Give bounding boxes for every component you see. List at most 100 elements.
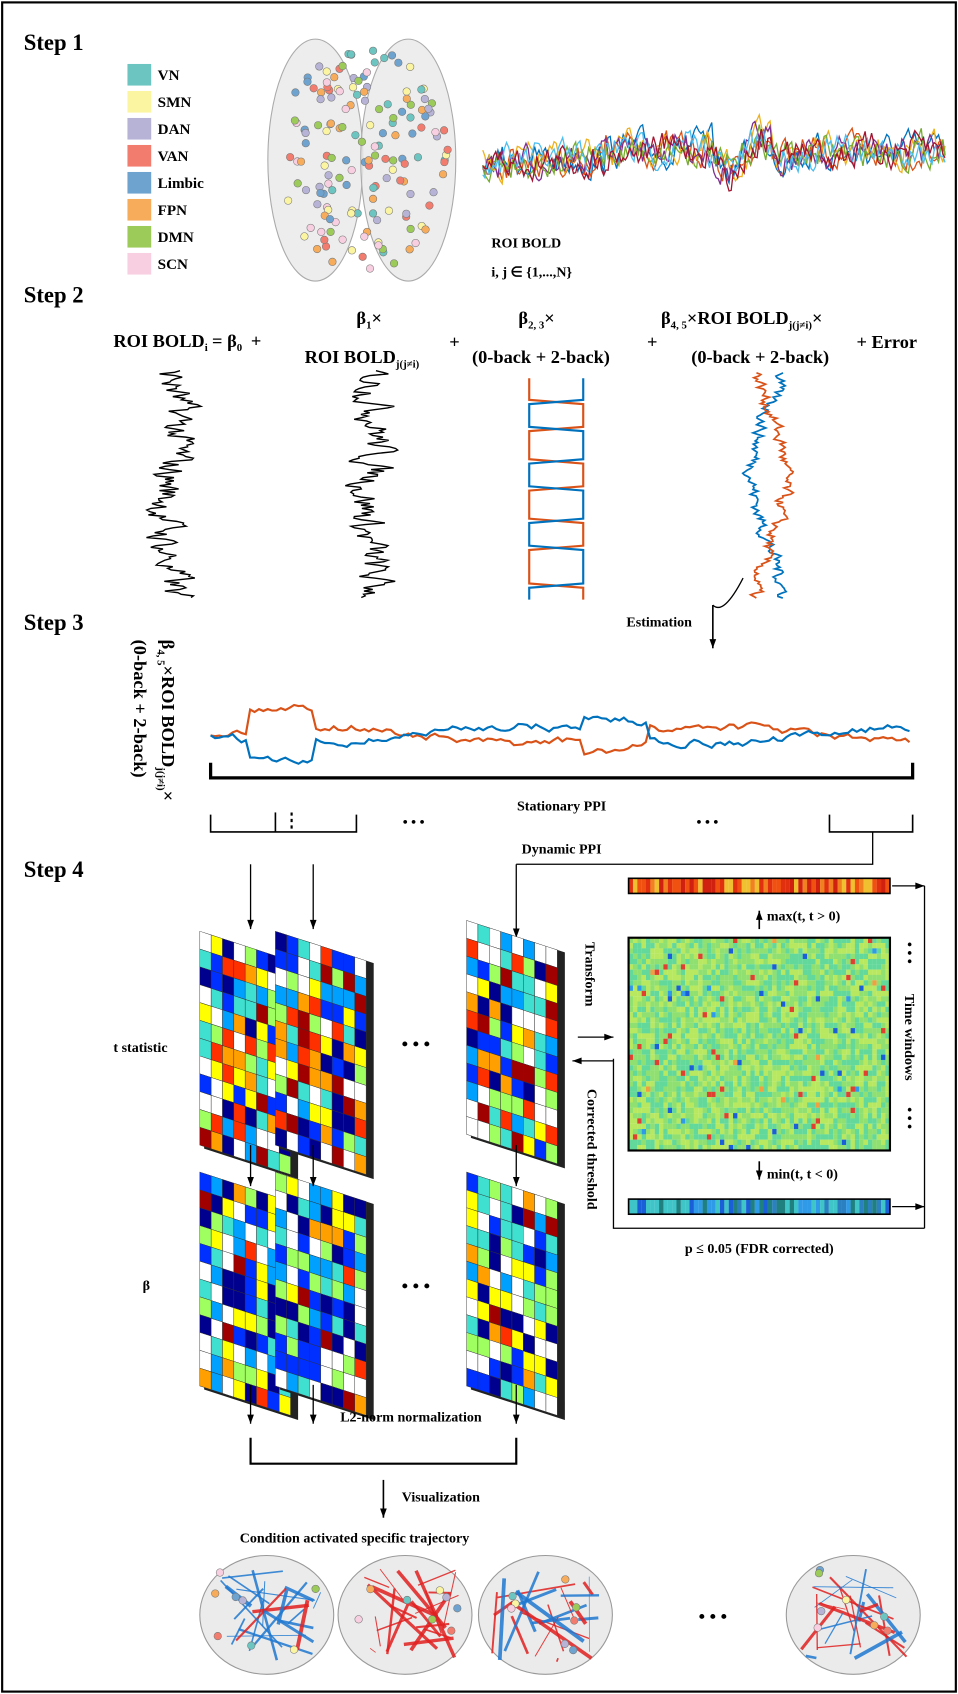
heatmap-cell <box>846 1017 850 1022</box>
heatmap-cell <box>798 959 802 964</box>
heatmap-cell <box>768 1028 772 1033</box>
matrix-cell <box>279 1153 290 1175</box>
heatmap-cell <box>737 1113 741 1118</box>
threshold-cell <box>655 1199 659 1214</box>
heatmap-cell <box>659 986 663 991</box>
heatmap-cell <box>676 1102 680 1107</box>
heatmap-cell <box>777 1001 781 1006</box>
heatmap-cell <box>872 1124 876 1129</box>
heatmap-cell <box>663 1076 667 1081</box>
heatmap-cell <box>772 975 776 980</box>
roi-node <box>363 69 371 77</box>
heatmap-cell <box>824 991 828 996</box>
roi-node <box>406 63 414 71</box>
heatmap-cell <box>790 1060 794 1065</box>
heatmap-cell <box>881 964 885 969</box>
heatmap-cell <box>742 1071 746 1076</box>
heatmap-cell <box>842 1092 846 1097</box>
matrix-cell <box>535 1390 546 1412</box>
heatmap-cell <box>781 1081 785 1086</box>
heatmap-cell <box>724 1097 728 1102</box>
heatmap-cell <box>833 1017 837 1022</box>
heatmap-cell <box>842 975 846 980</box>
heatmap-cell <box>777 1060 781 1065</box>
heatmap-cell <box>829 986 833 991</box>
heatmap-cell <box>729 1092 733 1097</box>
heatmap-cell <box>676 1087 680 1092</box>
heatmap-cell <box>859 948 863 953</box>
heatmap-cell <box>881 970 885 975</box>
heatmap-cell <box>790 980 794 985</box>
heatmap-cell <box>807 1097 811 1102</box>
heatmap-cell <box>820 959 824 964</box>
heatmap-cell <box>798 1007 802 1012</box>
heatmap-cell <box>768 970 772 975</box>
heatmap-cell <box>829 964 833 969</box>
heatmap-cell <box>777 1039 781 1044</box>
heatmap-cell <box>790 1017 794 1022</box>
heatmap-cell <box>668 1076 672 1081</box>
threshold-cell <box>785 878 789 893</box>
heatmap-cell <box>698 959 702 964</box>
equation-term: (0-back + 2-back) <box>691 347 829 368</box>
heatmap-cell <box>733 1055 737 1060</box>
heatmap-cell <box>724 1118 728 1123</box>
roi-node <box>384 101 392 109</box>
heatmap-cell <box>846 1012 850 1017</box>
heatmap-cell <box>655 1012 659 1017</box>
heatmap-cell <box>872 1065 876 1070</box>
heatmap-cell <box>681 1039 685 1044</box>
heatmap-cell <box>698 1140 702 1145</box>
heatmap-cell <box>785 1129 789 1134</box>
heatmap-cell <box>642 1102 646 1107</box>
legend-label: VAN <box>158 149 189 165</box>
heatmap-cell <box>816 1049 820 1054</box>
heatmap-cell <box>811 996 815 1001</box>
heatmap-cell <box>790 970 794 975</box>
heatmap-cell <box>707 1113 711 1118</box>
heatmap-cell <box>694 1140 698 1145</box>
heatmap-cell <box>633 1113 637 1118</box>
heatmap-cell <box>816 1012 820 1017</box>
heatmap-cell <box>742 954 746 959</box>
heatmap-cell <box>733 1113 737 1118</box>
heatmap-cell <box>707 1102 711 1107</box>
heatmap-cell <box>877 1113 881 1118</box>
heatmap-cell <box>729 1108 733 1113</box>
heatmap-cell <box>859 1081 863 1086</box>
heatmap-cell <box>772 1113 776 1118</box>
heatmap-cell <box>720 1097 724 1102</box>
threshold-cell <box>772 1199 776 1214</box>
heatmap-cell <box>707 1012 711 1017</box>
heatmap-cell <box>803 1108 807 1113</box>
heatmap-cell <box>846 1060 850 1065</box>
label: Condition activated specific trajectory <box>240 1531 470 1547</box>
heatmap-cell <box>668 1028 672 1033</box>
heatmap-cell <box>864 1097 868 1102</box>
heatmap-cell <box>855 1087 859 1092</box>
heatmap-cell <box>694 1028 698 1033</box>
heatmap-cell <box>650 1012 654 1017</box>
heatmap-cell <box>872 1071 876 1076</box>
heatmap-cell <box>798 1081 802 1086</box>
heatmap-cell <box>733 1049 737 1054</box>
heatmap-cell <box>659 1060 663 1065</box>
heatmap-cell <box>742 1060 746 1065</box>
heatmap-cell <box>846 1097 850 1102</box>
heatmap-cell <box>846 975 850 980</box>
heatmap-cell <box>842 1023 846 1028</box>
heatmap-cell <box>707 948 711 953</box>
heatmap-cell <box>833 943 837 948</box>
matrix-cell <box>287 1131 298 1153</box>
heatmap-cell <box>798 943 802 948</box>
heatmap-cell <box>681 1065 685 1070</box>
heatmap-cell <box>759 980 763 985</box>
heatmap-cell <box>668 1055 672 1060</box>
heatmap-cell <box>711 996 715 1001</box>
heatmap-cell <box>764 996 768 1001</box>
heatmap-cell <box>881 1134 885 1139</box>
heatmap-cell <box>633 970 637 975</box>
heatmap-cell <box>824 970 828 975</box>
heatmap-cell <box>668 991 672 996</box>
roi-node <box>508 1605 516 1613</box>
